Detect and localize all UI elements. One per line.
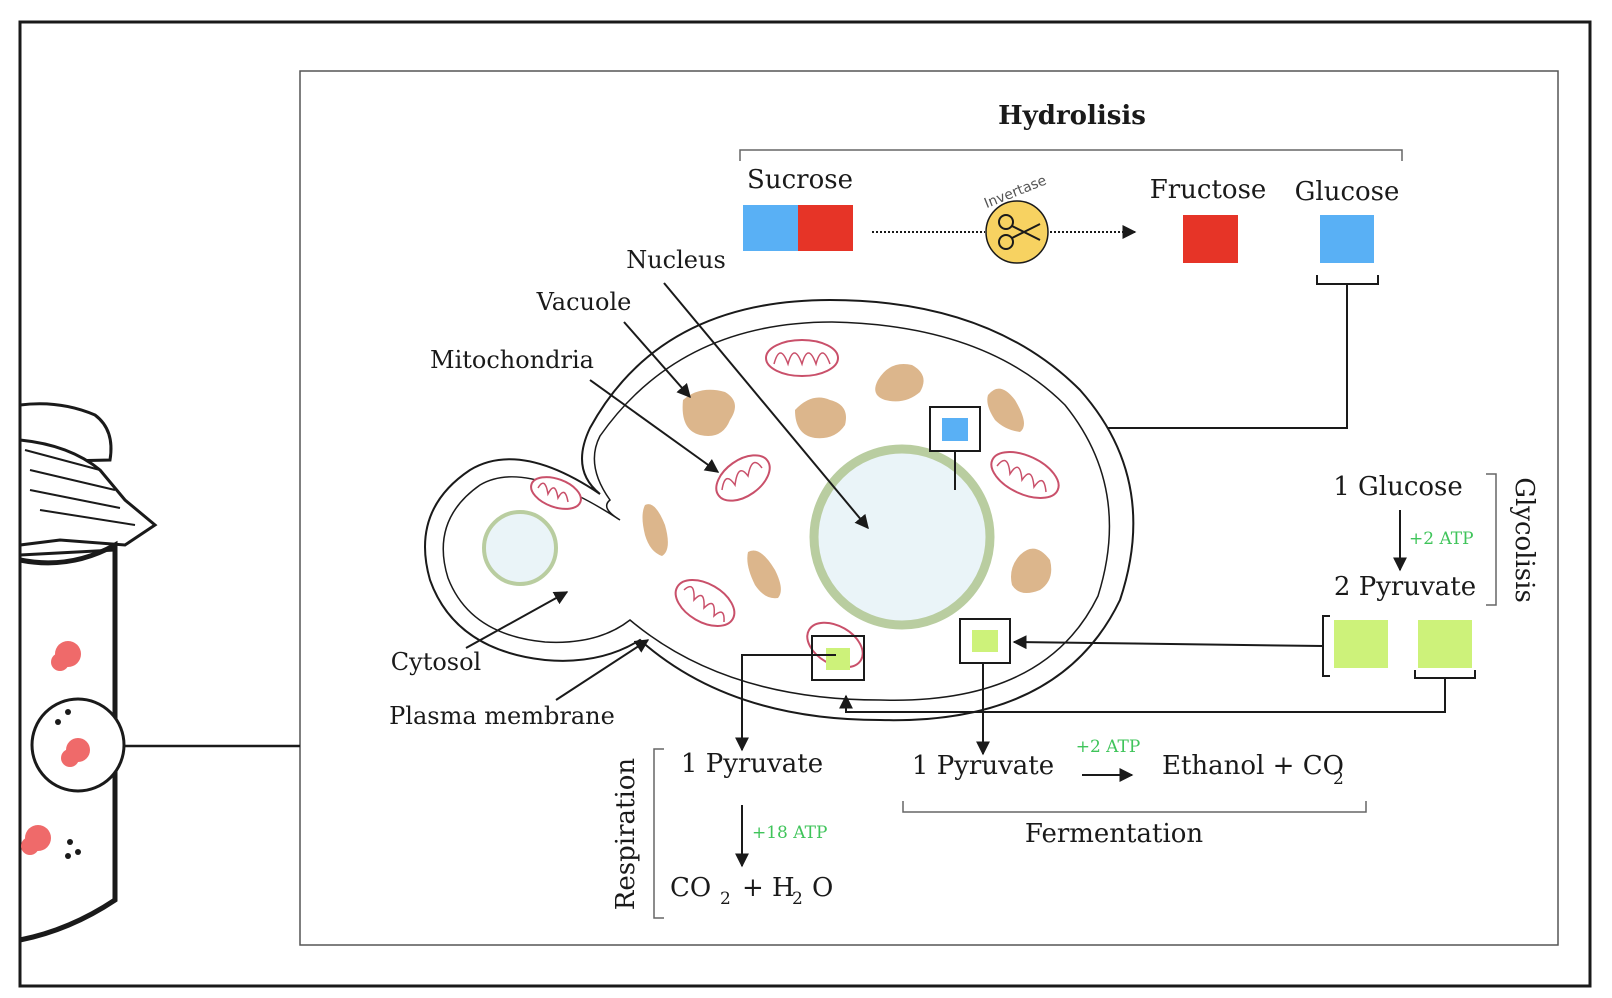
pyruvate-to-cytosol-arrow — [1012, 635, 1324, 650]
sucrose-glucose-half — [743, 205, 798, 251]
vacuole-pointer — [623, 321, 691, 399]
sucrose-label: Sucrose — [747, 165, 853, 195]
svg-text:2: 2 — [720, 889, 731, 909]
glycolysis-title: Glycolisis — [1509, 477, 1539, 603]
nucleus-label: Nucleus — [626, 246, 726, 274]
respiration-products: CO 2 + H 2 O — [670, 873, 833, 909]
cytosol-label: Cytosol — [391, 648, 481, 676]
glucose-bracket — [1316, 275, 1379, 285]
respiration-input: 1 Pyruvate — [681, 749, 823, 779]
fructose-label: Fructose — [1150, 175, 1267, 205]
fermentation-title: Fermentation — [1025, 819, 1204, 849]
glycolysis-bracket — [1486, 473, 1497, 606]
scissors-icon — [998, 214, 1041, 250]
jar-icon — [18, 402, 300, 943]
pyruvate-square-2-bracket — [1414, 670, 1476, 679]
svg-text:2: 2 — [1333, 769, 1344, 789]
mitochondria — [530, 339, 1060, 669]
fermentation-atp: +2 ATP — [1076, 737, 1141, 757]
fermentation-products: Ethanol + CO 2 — [1162, 751, 1344, 789]
respiration-atp: +18 ATP — [752, 823, 827, 843]
respiration-bracket — [653, 748, 664, 919]
pyruvate-mito — [826, 648, 850, 670]
respiration-title: Respiration — [611, 758, 641, 911]
nucleus — [809, 444, 995, 630]
glycolysis-output: 2 Pyruvate — [1334, 572, 1476, 602]
svg-text:CO: CO — [670, 873, 711, 903]
glucose-label: Glucose — [1295, 177, 1400, 207]
vacuoles — [642, 364, 1052, 599]
svg-text:O: O — [812, 873, 833, 903]
svg-text:+ H: + H — [742, 873, 795, 903]
cytosol-pointer — [465, 591, 569, 649]
nucleus-pointer — [663, 282, 869, 530]
svg-text:2: 2 — [792, 889, 803, 909]
bud-nucleus — [482, 510, 558, 586]
invertase-enzyme — [985, 200, 1049, 264]
glycolysis-atp: +2 ATP — [1409, 529, 1474, 549]
pyruvate-mito-box — [811, 635, 865, 681]
mitochondria-label: Mitochondria — [430, 346, 594, 374]
glucose-square — [1320, 215, 1374, 263]
plasma-membrane-label: Plasma membrane — [389, 702, 615, 730]
svg-text:Ethanol + CO: Ethanol + CO — [1162, 751, 1344, 781]
pyruvate-cytosol — [972, 630, 998, 652]
glucose-uptake-arrow — [994, 284, 1348, 435]
sucrose-fructose-half — [798, 205, 853, 251]
fructose-square — [1183, 215, 1238, 263]
pyruvate-square-1 — [1334, 620, 1388, 668]
fermentation-bracket — [902, 801, 1367, 813]
hydrolysis-bracket — [739, 149, 1403, 161]
fermentation-input: 1 Pyruvate — [912, 751, 1054, 781]
mitochondria-pointer — [589, 379, 720, 473]
pyruvate-square-2 — [1418, 620, 1472, 668]
plasma-membrane-pointer — [555, 639, 650, 701]
vacuole-label: Vacuole — [536, 288, 632, 316]
glucose-in-cell — [942, 418, 968, 441]
pyruvate-pair-bracket — [1322, 615, 1330, 677]
inner-panel — [299, 70, 1559, 946]
hydrolysis-title: Hydrolisis — [998, 101, 1146, 131]
pyruvate-to-mito-arrow — [839, 678, 1446, 713]
glycolysis-input: 1 Glucose — [1333, 472, 1463, 502]
